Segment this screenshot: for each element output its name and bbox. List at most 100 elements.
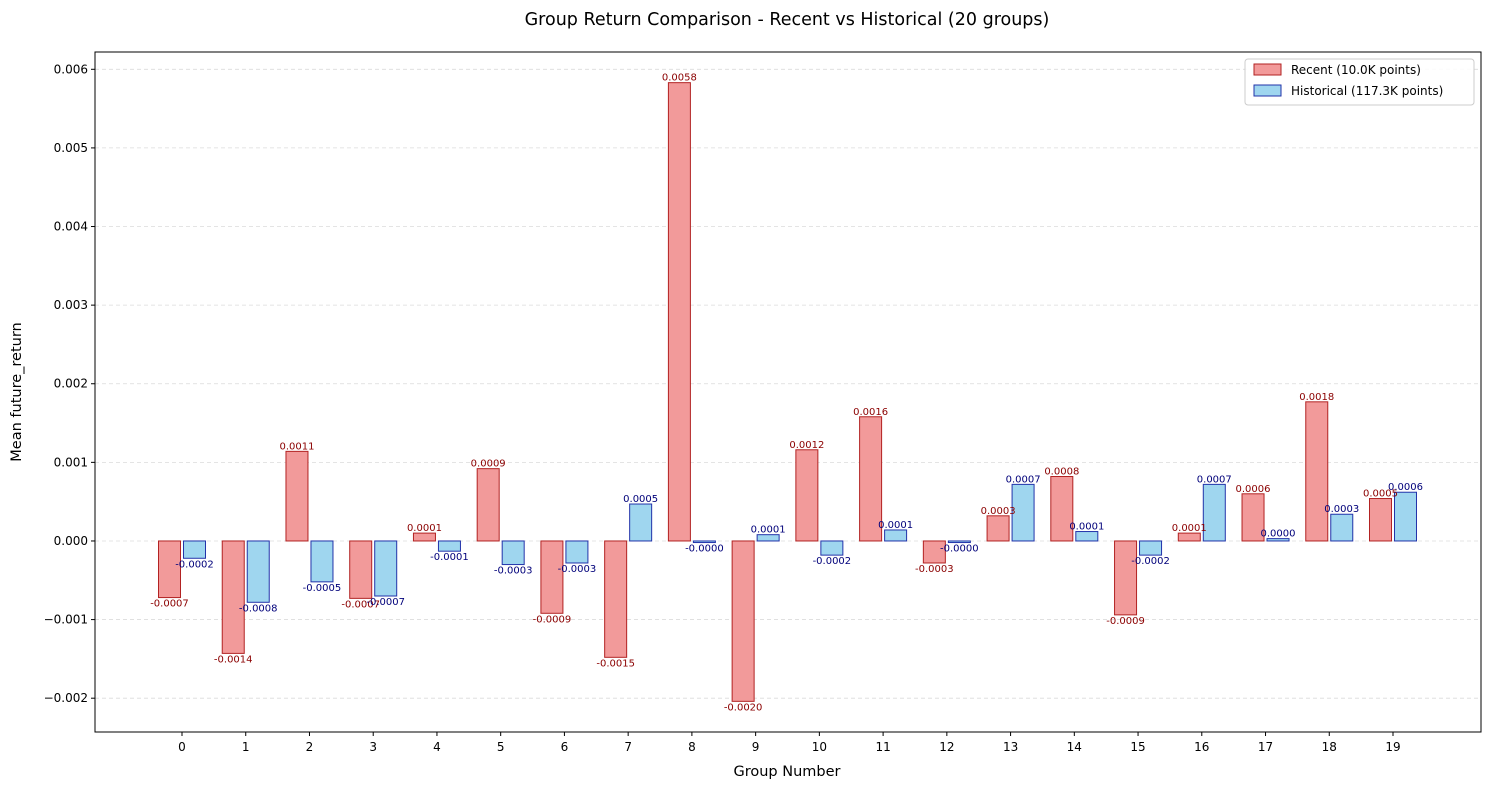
data-label-historical: 0.0001 — [1069, 522, 1104, 533]
x-tick-label: 5 — [497, 740, 505, 754]
data-label-recent: 0.0001 — [407, 523, 442, 534]
data-label-recent: -0.0007 — [150, 599, 189, 610]
bar-recent — [859, 416, 883, 542]
x-tick-label: 12 — [939, 740, 954, 754]
data-label-historical: 0.0005 — [623, 494, 658, 505]
y-tick-label: 0.006 — [54, 62, 88, 76]
bar-historical — [1075, 531, 1099, 542]
legend-label: Recent (10.0K points) — [1291, 63, 1421, 77]
bar-historical — [629, 503, 653, 542]
data-label-historical: -0.0007 — [366, 597, 405, 608]
x-tick-label: 10 — [812, 740, 827, 754]
data-label-recent: 0.0012 — [789, 440, 824, 451]
bar-recent — [795, 449, 819, 542]
data-label-historical: 0.0007 — [1006, 474, 1041, 485]
x-axis-title: Group Number — [733, 764, 840, 780]
bar-historical — [310, 540, 334, 583]
data-label-historical: -0.0000 — [685, 544, 724, 555]
data-label-historical: -0.0002 — [175, 559, 214, 570]
bar-historical — [756, 534, 780, 542]
data-label-recent: 0.0016 — [853, 407, 888, 418]
data-label-historical: -0.0000 — [940, 544, 979, 555]
bar-historical — [1394, 491, 1417, 542]
data-label-historical: -0.0005 — [303, 583, 342, 594]
legend-swatch — [1253, 84, 1282, 97]
gridlines — [95, 68, 1481, 699]
data-label-recent: -0.0009 — [1106, 616, 1145, 627]
data-label-recent: 0.0003 — [981, 506, 1016, 517]
data-label-recent: 0.0005 — [1363, 489, 1398, 500]
bar-recent — [540, 540, 564, 614]
x-tick-label: 8 — [688, 740, 696, 754]
x-tick-label: 2 — [306, 740, 314, 754]
data-label-historical: 0.0001 — [878, 520, 913, 531]
chart-title: Group Return Comparison - Recent vs Hist… — [525, 10, 1050, 30]
bar-historical — [246, 540, 270, 603]
bar-recent — [1241, 493, 1265, 542]
y-tick-label: 0.000 — [54, 534, 88, 548]
data-label-recent: -0.0007 — [341, 599, 380, 610]
y-tick-label: 0.001 — [54, 455, 88, 469]
bar-recent — [1177, 532, 1201, 542]
bar-recent — [986, 515, 1010, 542]
bar-historical — [1011, 483, 1035, 542]
data-label-historical: 0.0000 — [1261, 529, 1296, 540]
data-label-recent: -0.0020 — [724, 702, 763, 713]
x-tick-label: 11 — [875, 740, 890, 754]
data-label-historical: -0.0003 — [494, 566, 533, 577]
data-label-recent: 0.0058 — [662, 73, 697, 84]
y-axis: −0.002 −0.001 0.000 0.001 0.002 0.003 0.004 0.0… — [44, 62, 95, 705]
bar-recent — [1369, 498, 1392, 542]
data-label-recent: -0.0003 — [915, 564, 954, 575]
bar-historical — [692, 540, 716, 544]
x-tick-label: 19 — [1385, 740, 1400, 754]
bar-recent — [221, 540, 245, 654]
legend-box — [1244, 58, 1475, 106]
y-tick-label: −0.002 — [44, 691, 88, 705]
x-tick-label: 14 — [1067, 740, 1082, 754]
x-tick-label: 15 — [1130, 740, 1145, 754]
y-axis-title: Mean future_return — [9, 322, 25, 461]
bar-historical — [820, 540, 844, 556]
x-tick-label: 0 — [178, 740, 186, 754]
bar-recent — [412, 532, 436, 542]
bar-recent — [731, 540, 755, 702]
data-labels: -0.0007 -0.0014 0.0011 -0.0007 0.0001 0.0009 -… — [150, 73, 1423, 714]
bar-recent — [1114, 540, 1138, 616]
bar-historical — [437, 540, 461, 552]
x-axis: 0 1 2 3 4 5 6 7 8 9 10 11 12 13 14 15 16 17 18 19 — [178, 732, 1401, 754]
legend-swatch — [1253, 63, 1282, 76]
x-tick-label: 1 — [242, 740, 250, 754]
bar-historical — [374, 540, 398, 597]
y-tick-label: 0.002 — [54, 377, 88, 391]
bar-historical — [884, 529, 908, 542]
data-label-recent: 0.0006 — [1236, 484, 1271, 495]
bar-recent — [667, 82, 691, 542]
x-tick-label: 7 — [624, 740, 632, 754]
x-tick-label: 3 — [369, 740, 377, 754]
x-tick-label: 13 — [1003, 740, 1018, 754]
bar-recent — [158, 540, 181, 599]
bar-historical — [947, 540, 971, 544]
bar-recent — [1305, 401, 1329, 542]
bar-recent — [922, 540, 946, 564]
y-tick-label: 0.003 — [54, 298, 88, 312]
bar-recent — [1050, 476, 1074, 542]
x-tick-label: 17 — [1258, 740, 1273, 754]
data-label-historical: 0.0001 — [751, 525, 786, 536]
data-label-recent: 0.0009 — [471, 459, 506, 470]
data-label-historical: -0.0002 — [1131, 556, 1170, 567]
bars — [158, 82, 1417, 702]
data-label-historical: 0.0003 — [1324, 504, 1359, 515]
bar-historical — [1266, 538, 1290, 542]
bar-recent — [285, 450, 309, 542]
x-tick-label: 9 — [752, 740, 760, 754]
data-label-historical: -0.0002 — [813, 556, 852, 567]
bar-recent — [476, 468, 500, 542]
data-label-recent: -0.0009 — [533, 614, 572, 625]
data-label-historical: -0.0008 — [239, 603, 278, 614]
bar-historical — [1139, 540, 1163, 556]
bar-historical — [183, 540, 206, 559]
data-label-recent: 0.0001 — [1172, 523, 1207, 534]
